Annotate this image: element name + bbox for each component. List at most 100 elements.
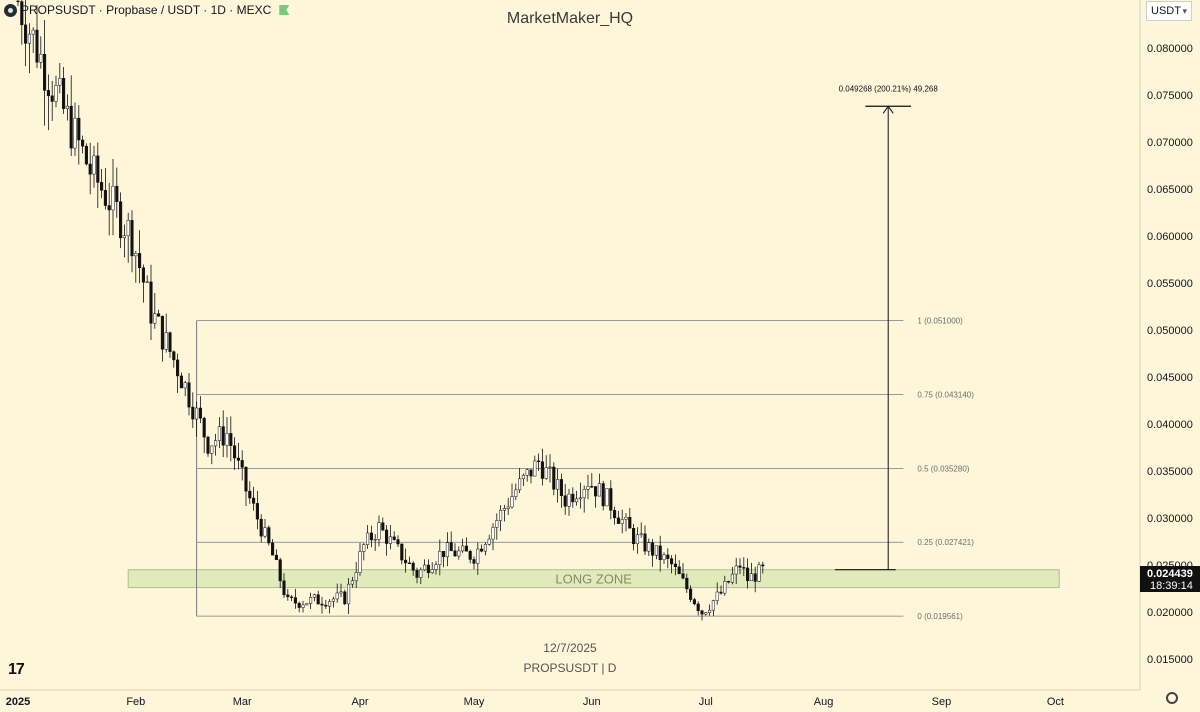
- time-tick-label: 2025: [6, 696, 30, 708]
- candle-body: [677, 566, 681, 575]
- candle-body: [464, 545, 468, 552]
- candle-body: [719, 591, 723, 594]
- candle-body: [673, 563, 677, 568]
- candle-body: [442, 551, 446, 558]
- gear-icon[interactable]: [1166, 692, 1178, 704]
- candle-body: [35, 29, 39, 63]
- fib-level-label: 0.5 (0.035280): [917, 464, 969, 473]
- candle-body: [369, 532, 373, 541]
- candle-body: [757, 564, 761, 582]
- candle-body: [221, 426, 225, 446]
- currency-select[interactable]: USDT ▾: [1146, 1, 1192, 21]
- candle-body: [730, 573, 734, 583]
- candle-body: [647, 542, 651, 552]
- candle-body: [354, 572, 358, 582]
- candle-body: [727, 581, 731, 583]
- candle-body: [366, 532, 370, 545]
- candle-body: [616, 517, 620, 524]
- candle-body: [206, 436, 210, 454]
- candle-body: [404, 559, 408, 564]
- candle-body: [537, 460, 541, 462]
- candle-body: [415, 570, 419, 578]
- candle-body: [236, 457, 240, 461]
- candle-body: [502, 508, 506, 511]
- candle-body: [483, 544, 487, 552]
- price-range-measure[interactable]: 0.049268 (200.21%) 49,268: [835, 84, 939, 571]
- candle-body: [305, 603, 309, 606]
- candle-body: [761, 564, 765, 567]
- candle-body: [328, 601, 332, 607]
- candle-body: [749, 573, 753, 581]
- candle-body: [77, 117, 81, 141]
- candle-body: [54, 85, 58, 102]
- candle-body: [107, 205, 111, 211]
- candle-body: [480, 548, 484, 552]
- candle-body: [377, 522, 381, 540]
- candle-body: [145, 281, 149, 283]
- candle-body: [179, 375, 183, 389]
- time-tick-label: May: [464, 696, 485, 708]
- candle-body: [176, 359, 180, 377]
- candle-body: [685, 577, 689, 590]
- candle-body: [476, 548, 480, 564]
- flag-icon[interactable]: [279, 5, 290, 15]
- last-price-value: 0.024439: [1147, 568, 1193, 580]
- candle-body: [240, 460, 244, 468]
- candle-body: [689, 588, 693, 600]
- candle-body: [654, 545, 658, 556]
- candle-body: [46, 90, 50, 97]
- candle-body: [529, 469, 533, 477]
- candle-body: [347, 583, 351, 605]
- candle-body: [297, 602, 301, 608]
- candle-body: [130, 220, 134, 257]
- candle-body: [620, 519, 624, 524]
- candle-body: [381, 522, 385, 531]
- candle-body: [704, 612, 708, 615]
- price-tick-label: 0.045000: [1147, 372, 1193, 384]
- candle-body: [556, 479, 560, 490]
- candle-body: [39, 53, 43, 63]
- candle-body: [396, 539, 400, 545]
- candle-body: [31, 29, 35, 35]
- candle-body: [271, 542, 275, 556]
- time-tick-label: Aug: [814, 696, 834, 708]
- propbase-logo-icon: [4, 3, 17, 17]
- candle-body: [50, 95, 54, 102]
- candle-body: [320, 603, 324, 606]
- candle-body: [624, 517, 628, 520]
- price-tick-label: 0.070000: [1147, 137, 1193, 149]
- candle-body: [708, 609, 712, 613]
- candle-body: [316, 594, 320, 605]
- candle-body: [692, 599, 696, 605]
- candle-body: [350, 580, 354, 585]
- time-axis[interactable]: 2025 Feb Mar Apr May Jun Jul Aug Sep Oct: [6, 696, 1064, 708]
- candle-body: [472, 559, 476, 564]
- candle-body: [643, 533, 647, 552]
- candle-body: [753, 573, 757, 582]
- long-zone[interactable]: LONG ZONE: [127, 569, 1060, 589]
- time-tick-label: Mar: [233, 696, 252, 708]
- candle-body: [540, 461, 544, 479]
- candle-body: [426, 564, 430, 574]
- symbol-caption: PROPSUSDT | D: [523, 661, 617, 675]
- countdown-timer: 18:39:14: [1150, 580, 1193, 592]
- tradingview-logo-icon[interactable]: 17: [8, 661, 25, 678]
- candle-body: [20, 1, 24, 26]
- symbol-info[interactable]: PROPSUSDT · Propbase / USDT · 1D · MEXC: [21, 3, 272, 17]
- measure-label: 0.049268 (200.21%) 49,268: [839, 84, 939, 93]
- candle-body: [278, 559, 282, 582]
- candle-body: [126, 220, 130, 237]
- candle-body: [495, 520, 499, 528]
- candle-body: [293, 597, 297, 604]
- long-zone-rect[interactable]: [127, 569, 1060, 589]
- fibonacci-retracement[interactable]: 1 (0.051000) 0.75 (0.043140) 0.5 (0.035280…: [196, 317, 975, 622]
- symbol-header[interactable]: PROPSUSDT · Propbase / USDT · 1D · MEXC: [4, 3, 290, 17]
- candle-body: [225, 433, 229, 446]
- candle-body: [552, 466, 556, 490]
- candle-body: [388, 536, 392, 544]
- candle-body: [202, 417, 206, 438]
- candle-body: [96, 155, 100, 183]
- candle-body: [487, 538, 491, 545]
- candle-body: [339, 591, 343, 594]
